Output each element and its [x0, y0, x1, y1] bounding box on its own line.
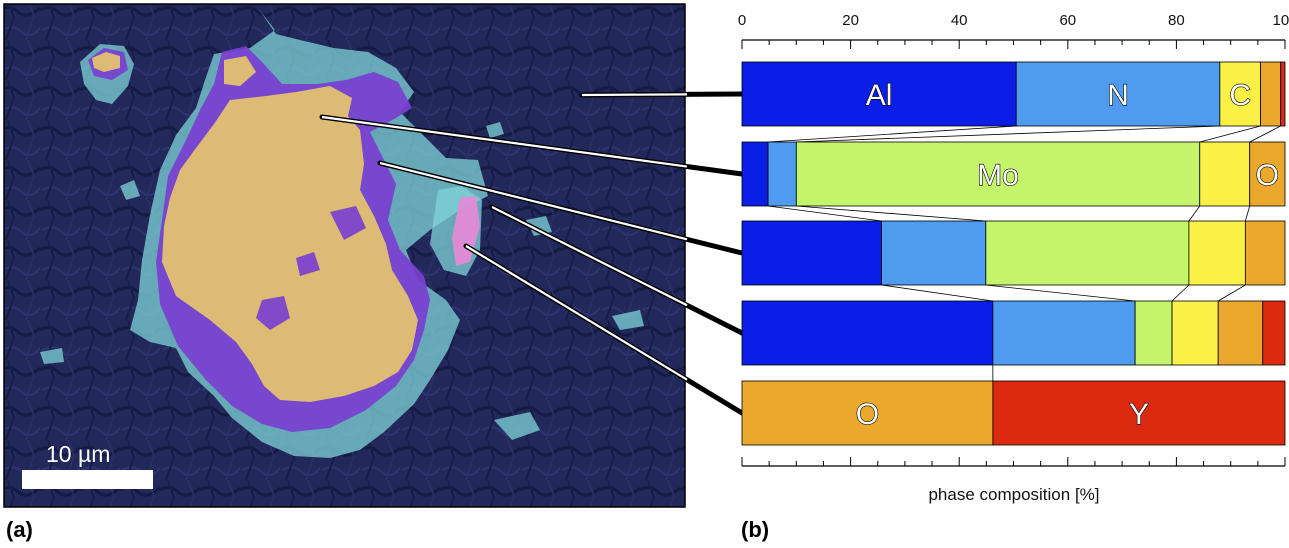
segment-n: [992, 300, 1136, 366]
inclusion-region: [296, 252, 320, 276]
bar-connector-lines: [768, 125, 1281, 381]
tick-label: 0: [738, 12, 746, 29]
segment-al: [741, 300, 994, 366]
panel-a-label: (a): [6, 517, 33, 542]
connector-line: [1188, 205, 1201, 222]
segment-o: [741, 380, 994, 446]
segment-c: [1171, 300, 1219, 366]
tick-label: 40: [951, 12, 968, 29]
segment-c: [1219, 61, 1261, 127]
cyan-phase-region: [40, 348, 64, 364]
scale-bar: [22, 470, 153, 489]
scale-bar-label: 10 µm: [46, 441, 110, 467]
segment-o: [1217, 300, 1264, 366]
stacked-bar-4: [741, 300, 1286, 366]
leader-line-fill: [465, 245, 688, 381]
gold-phase-region: [92, 52, 120, 72]
connector-line: [1171, 284, 1190, 302]
segment-al: [741, 220, 882, 286]
tick-label: 100: [1272, 12, 1289, 29]
inclusion-region: [330, 206, 366, 240]
panel-b-label: (b): [741, 517, 769, 542]
cyan-phase-region: [526, 216, 552, 236]
connector-line: [1218, 284, 1246, 302]
tick-label: 20: [842, 12, 859, 29]
tick-label: 60: [1059, 12, 1076, 29]
segment-n: [1015, 61, 1221, 127]
segment-y: [992, 380, 1286, 446]
connector-line: [1199, 125, 1261, 143]
bottom-axis: [741, 457, 1286, 467]
segment-label: N: [1107, 79, 1129, 112]
segment-y: [1280, 61, 1286, 127]
leader-line-fill: [321, 115, 688, 168]
segment-label: Y: [1129, 398, 1149, 431]
stacked-bar-2: Mo O: [741, 141, 1286, 207]
segment-al: [741, 61, 1017, 127]
segment-al: [741, 141, 769, 207]
gold-phase-region: [162, 56, 418, 402]
cyan-phase-region: [486, 122, 504, 138]
tick-label: 80: [1168, 12, 1185, 29]
connector-line: [796, 125, 1220, 143]
segment-c: [1199, 141, 1251, 207]
stacked-bar-1: Al N C: [741, 61, 1286, 127]
leader-line-fill: [379, 161, 688, 241]
segment-mo: [1134, 300, 1173, 366]
segment-label: Al: [866, 79, 893, 112]
connector-line: [881, 284, 993, 302]
inclusion-region: [256, 296, 290, 330]
segment-n: [767, 141, 797, 207]
micrograph-frame: [3, 3, 686, 508]
connector-line: [768, 125, 1017, 143]
segment-c: [1188, 220, 1246, 286]
connector-line: [985, 284, 1136, 302]
cyan-phase-region: [120, 180, 140, 200]
connector-line: [796, 205, 986, 222]
segment-o: [1249, 141, 1286, 207]
x-axis-title: phase composition [%]: [928, 485, 1099, 504]
stacked-bars: Al N CMo OO Y: [741, 61, 1286, 446]
segment-y: [1262, 300, 1286, 366]
leader-line-fill: [491, 206, 688, 307]
leader-lines: [319, 91, 745, 416]
segment-label: O: [1256, 159, 1279, 192]
segment-o: [1244, 220, 1286, 286]
segment-o: [1260, 61, 1282, 127]
connector-line: [768, 205, 882, 222]
segment-label: Mo: [977, 159, 1019, 192]
cyan-phase-region: [612, 310, 644, 330]
top-axis: 0 20 40 60 80 100: [738, 12, 1289, 49]
segment-label: O: [856, 398, 879, 431]
micrograph-panel: 10 µm (a): [3, 3, 686, 542]
cyan-phase-region: [494, 412, 540, 440]
segment-n: [881, 220, 987, 286]
segment-mo: [795, 141, 1201, 207]
leader-line-fill: [581, 93, 688, 97]
connector-line: [1244, 205, 1251, 222]
stacked-bar-3: [741, 220, 1286, 286]
segment-mo: [985, 220, 1190, 286]
segment-label: C: [1229, 79, 1251, 112]
connector-line: [1249, 125, 1281, 143]
